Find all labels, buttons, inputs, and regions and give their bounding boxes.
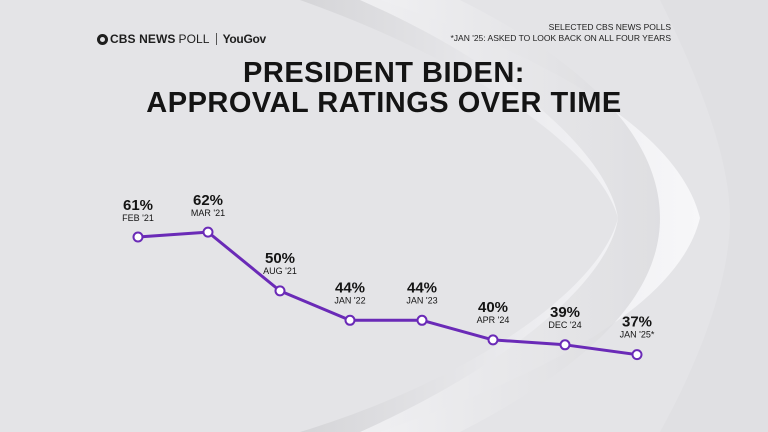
data-point [132,231,144,243]
brand-logo: CBS NEWS POLL YouGov [97,32,266,46]
brand-divider [215,33,217,45]
data-point [344,314,356,326]
data-label-value: 62% [193,192,223,209]
data-label-date: MAR '21 [191,208,225,218]
data-label-date: AUG '21 [263,266,297,276]
note-line-1: SELECTED CBS NEWS POLLS [548,22,671,32]
data-label-date: JAN '22 [334,295,365,305]
cbs-eye-icon [97,33,108,45]
data-label-date: APR '24 [477,315,510,325]
data-label-value: 40% [478,299,508,316]
data-label-date: JAN '23 [406,295,437,305]
data-label-value: 39% [550,304,580,321]
data-label-value: 61% [123,197,153,214]
brand-partner: YouGov [222,32,267,46]
chart-title-line-1: PRESIDENT BIDEN: [243,57,525,89]
source-notes: SELECTED CBS NEWS POLLS *JAN '25: ASKED … [450,22,671,44]
data-point [631,349,643,361]
data-point [202,226,214,238]
data-label-value: 44% [335,279,365,296]
data-label-value: 44% [407,279,437,296]
chart-title-line-2: APPROVAL RATINGS OVER TIME [146,87,622,119]
data-label-date: DEC '24 [548,320,581,330]
data-point [416,314,428,326]
data-label-value: 37% [622,314,652,331]
brand-poll: POLL [178,32,210,46]
data-point [487,334,499,346]
data-label-date: JAN '25* [620,330,655,340]
series-line [137,230,638,357]
data-label-value: 50% [265,250,295,267]
data-point [274,285,286,297]
note-line-2: *JAN '25: ASKED TO LOOK BACK ON ALL FOUR… [450,33,671,43]
brand-cbs: CBS NEWS [110,32,176,46]
data-point [559,339,571,351]
data-label-date: FEB '21 [122,213,154,223]
